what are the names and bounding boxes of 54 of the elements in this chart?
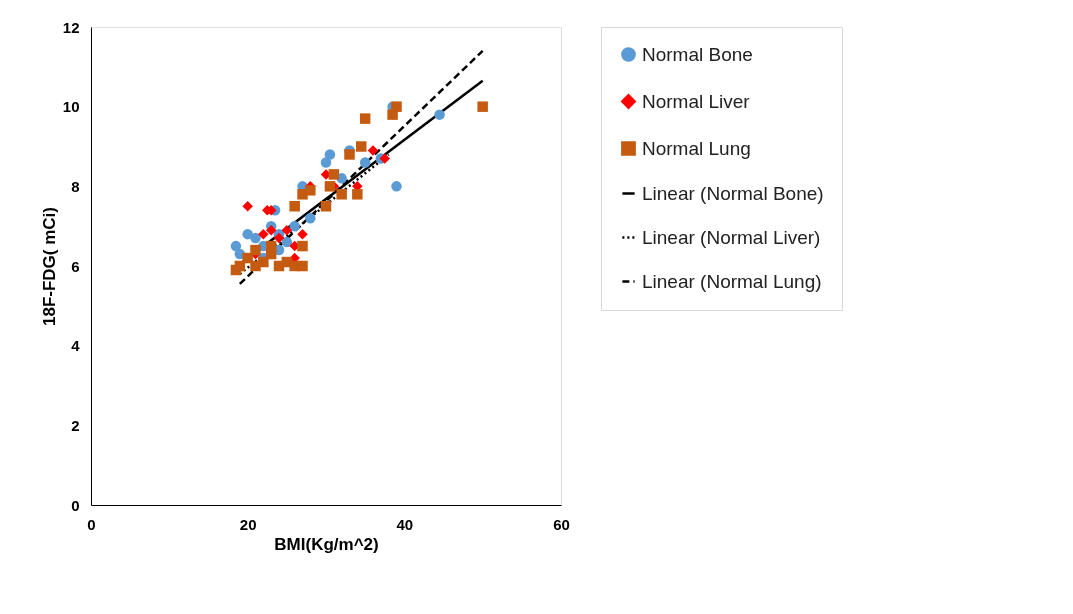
point — [250, 244, 261, 256]
point — [367, 145, 379, 156]
point — [250, 232, 261, 244]
point — [328, 169, 340, 180]
y-tick-label: 12 — [62, 18, 80, 36]
point — [391, 181, 402, 192]
point — [258, 228, 269, 240]
point — [324, 149, 336, 160]
y-axis-title: 18F-FDG( mCi) — [39, 207, 59, 326]
legend-label: Normal Bone — [642, 43, 753, 65]
point — [289, 220, 300, 232]
point — [305, 212, 316, 224]
point — [265, 240, 277, 252]
x-tick-label: 60 — [553, 515, 570, 533]
point — [324, 181, 336, 192]
point — [379, 153, 390, 164]
point — [273, 232, 285, 244]
y-tick-label: 6 — [71, 257, 80, 275]
point — [352, 189, 363, 200]
legend-label: Linear (Normal Liver) — [642, 226, 821, 248]
legend-label: Normal Liver — [642, 90, 751, 112]
point — [258, 256, 269, 268]
point — [265, 224, 277, 236]
legend-label: Linear (Normal Bone) — [642, 182, 824, 204]
point — [320, 157, 332, 168]
y-tick-label: 8 — [71, 177, 80, 195]
point — [336, 189, 347, 200]
point — [297, 240, 308, 252]
x-tick-label: 40 — [396, 515, 414, 533]
point — [359, 113, 371, 124]
point — [242, 228, 253, 240]
point — [434, 109, 445, 120]
point — [297, 228, 308, 240]
legend-label: Linear (Normal Lung) — [642, 270, 822, 292]
point — [356, 141, 367, 152]
point — [344, 149, 355, 160]
point — [320, 201, 332, 212]
point — [289, 201, 300, 212]
legend-label: Normal Lung — [642, 137, 751, 159]
point — [305, 185, 316, 196]
point — [281, 236, 293, 248]
x-tick-label: 20 — [239, 515, 257, 533]
point — [281, 224, 293, 236]
y-tick-label: 4 — [71, 337, 81, 355]
point — [359, 157, 371, 168]
point — [477, 101, 488, 112]
point — [297, 260, 308, 272]
y-tick-label: 0 — [71, 496, 80, 514]
point — [230, 240, 242, 252]
y-tick-label: 10 — [62, 98, 80, 116]
x-axis-title: BMI(Kg/m^2) — [274, 534, 379, 554]
point — [242, 201, 253, 212]
x-tick-label: 0 — [87, 515, 96, 533]
y-tick-label: 2 — [71, 416, 80, 434]
